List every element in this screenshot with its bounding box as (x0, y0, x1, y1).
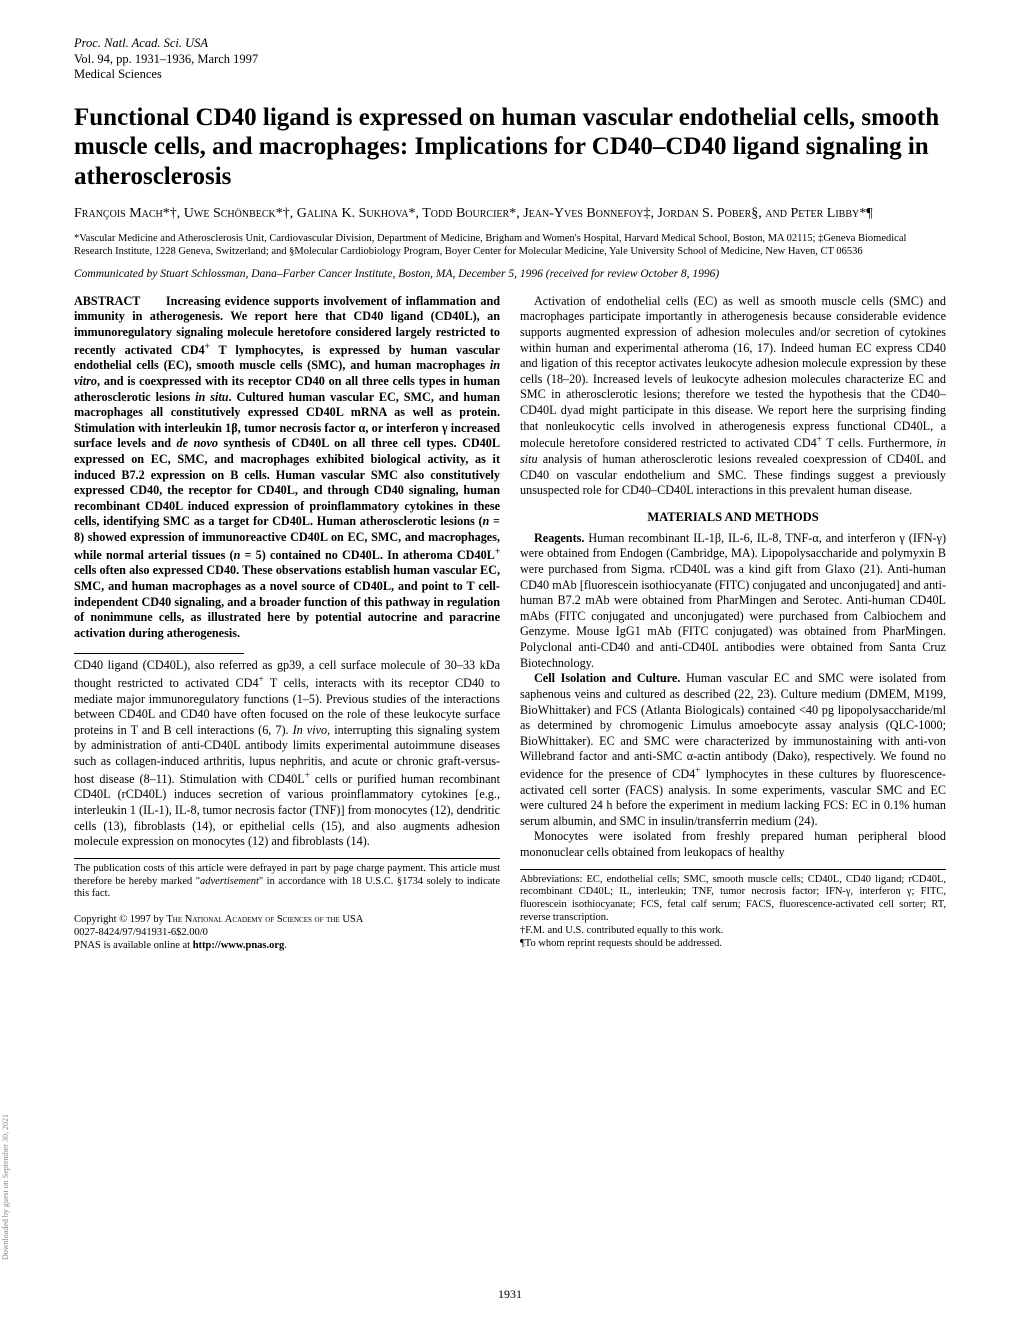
abstract-body: Increasing evidence supports involvement… (74, 294, 500, 640)
monocytes-para: Monocytes were isolated from freshly pre… (520, 829, 946, 860)
materials-methods-heading: MATERIALS AND METHODS (520, 509, 946, 525)
right-para-1: Activation of endothelial cells (EC) as … (520, 294, 946, 499)
cell-isolation-para: Cell Isolation and Culture. Human vascul… (520, 671, 946, 829)
intro-para-1: CD40 ligand (CD40L), also referred as gp… (74, 658, 500, 849)
footnote-divider-left (74, 858, 500, 859)
journal-section: Medical Sciences (74, 67, 946, 83)
journal-name: Proc. Natl. Acad. Sci. USA (74, 36, 946, 52)
footnote-divider-right (520, 869, 946, 870)
left-column: ABSTRACT Increasing evidence supports in… (74, 294, 500, 953)
affiliations: *Vascular Medicine and Atherosclerosis U… (74, 232, 946, 258)
communicated-by: Communicated by Stuart Schlossman, Dana–… (74, 268, 946, 280)
authors: François Mach*†, Uwe Schönbeck*†, Galina… (74, 205, 946, 223)
abstract-label: ABSTRACT (74, 294, 140, 308)
page: Downloaded by guest on September 30, 202… (0, 0, 1020, 1320)
right-footnote: Abbreviations: EC, endothelial cells; SM… (520, 874, 946, 951)
two-columns: ABSTRACT Increasing evidence supports in… (74, 294, 946, 953)
journal-volume: Vol. 94, pp. 1931–1936, March 1997 (74, 52, 946, 68)
download-sidetext: Downloaded by guest on September 30, 202… (1, 1114, 10, 1260)
reagents-para: Reagents. Human recombinant IL-1β, IL-6,… (520, 531, 946, 671)
article-title: Functional CD40 ligand is expressed on h… (74, 103, 946, 192)
abstract-divider (74, 653, 244, 654)
abstract: ABSTRACT Increasing evidence supports in… (74, 294, 500, 642)
left-footnote: The publication costs of this article we… (74, 863, 500, 953)
right-column: Activation of endothelial cells (EC) as … (520, 294, 946, 953)
journal-header: Proc. Natl. Acad. Sci. USA Vol. 94, pp. … (74, 36, 946, 83)
page-number: 1931 (0, 1287, 1020, 1302)
